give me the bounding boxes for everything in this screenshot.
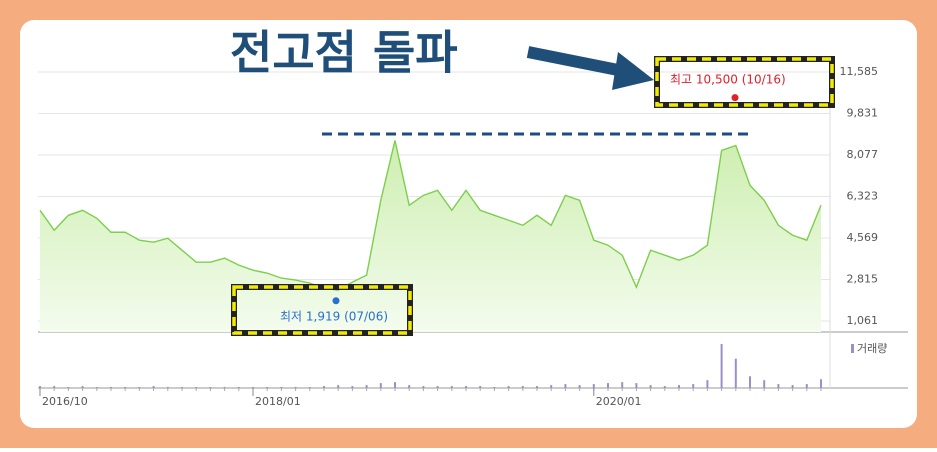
volume-bar <box>124 387 127 388</box>
volume-bar <box>720 344 723 388</box>
highlight-box <box>232 285 412 335</box>
volume-bar <box>805 384 808 388</box>
volume-bar <box>777 384 780 388</box>
volume-bar <box>820 379 822 388</box>
volume-bar <box>351 386 354 388</box>
volume-bar <box>152 386 155 388</box>
low-label: 최저 1,919 (07/06) <box>280 310 388 324</box>
volume-bar <box>209 387 212 388</box>
volume-bar <box>479 386 482 388</box>
volume-bar <box>181 387 183 388</box>
volume-bar <box>67 387 70 388</box>
volume-bar <box>337 385 340 388</box>
y-tick-label: 1,061 <box>847 314 879 327</box>
volume-bar <box>408 385 411 388</box>
legend-swatch <box>851 344 854 353</box>
y-tick-label: 2,815 <box>847 273 879 286</box>
volume-bar <box>436 386 439 388</box>
volume-bar <box>166 387 169 388</box>
volume-bar <box>280 387 283 388</box>
volume-bar <box>294 387 297 388</box>
highlight-box <box>655 57 834 107</box>
volume-bar <box>81 386 84 388</box>
volume-bar <box>422 386 425 388</box>
volume-bar <box>379 383 382 388</box>
volume-bar <box>749 376 751 388</box>
volume-bar <box>734 358 737 388</box>
y-tick-label: 11,585 <box>840 65 879 78</box>
volume-bar <box>521 386 524 388</box>
volume-bar <box>692 384 695 388</box>
volume-bar <box>663 386 666 388</box>
volume-bar <box>465 386 467 388</box>
volume-bar <box>365 385 368 388</box>
volume-bar <box>635 383 638 388</box>
y-tick-label: 9,831 <box>847 107 879 120</box>
volume-bar <box>791 385 794 388</box>
volume-bar <box>394 382 396 388</box>
volume-bar <box>678 385 680 388</box>
volume-bar <box>323 386 325 388</box>
volume-bar <box>550 385 553 388</box>
volume-bar <box>507 386 510 388</box>
volume-bar <box>564 384 567 388</box>
volume-bar <box>592 384 595 388</box>
volume-bar <box>493 387 496 388</box>
volume-bar <box>95 387 98 388</box>
price-line <box>39 140 822 291</box>
volume-bar <box>308 387 311 388</box>
volume-bar <box>138 387 141 388</box>
volume-bar <box>607 383 609 388</box>
x-tick-label: 2016/10 <box>42 395 88 408</box>
x-tick-label: 2018/01 <box>255 395 301 408</box>
volume-bar <box>578 385 581 388</box>
volume-bar <box>237 387 240 388</box>
high-label: 최고 10,500 (10/16) <box>670 73 786 87</box>
y-tick-label: 6,323 <box>847 190 879 203</box>
volume-bar <box>223 387 226 388</box>
volume-bar <box>621 382 624 388</box>
volume-bar <box>252 387 254 388</box>
volume-bar <box>39 386 41 388</box>
volume-bar <box>536 386 538 388</box>
volume-bar <box>53 386 56 388</box>
volume-bar <box>763 380 766 388</box>
volume-bar <box>649 385 652 388</box>
headline: 전고점 돌파 <box>230 26 458 80</box>
volume-bar <box>195 387 198 388</box>
x-tick-label: 2020/01 <box>596 395 642 408</box>
high-marker <box>731 94 739 102</box>
volume-bar <box>450 386 453 388</box>
y-tick-label: 8,077 <box>847 148 879 161</box>
y-tick-label: 4,569 <box>847 231 879 244</box>
volume-bar <box>110 387 112 388</box>
legend-label: 거래량 <box>857 342 887 355</box>
volume-bar <box>706 380 709 388</box>
arrow-head <box>612 52 654 90</box>
low-marker <box>332 297 340 305</box>
volume-bar <box>266 387 269 388</box>
arrow <box>526 46 630 78</box>
